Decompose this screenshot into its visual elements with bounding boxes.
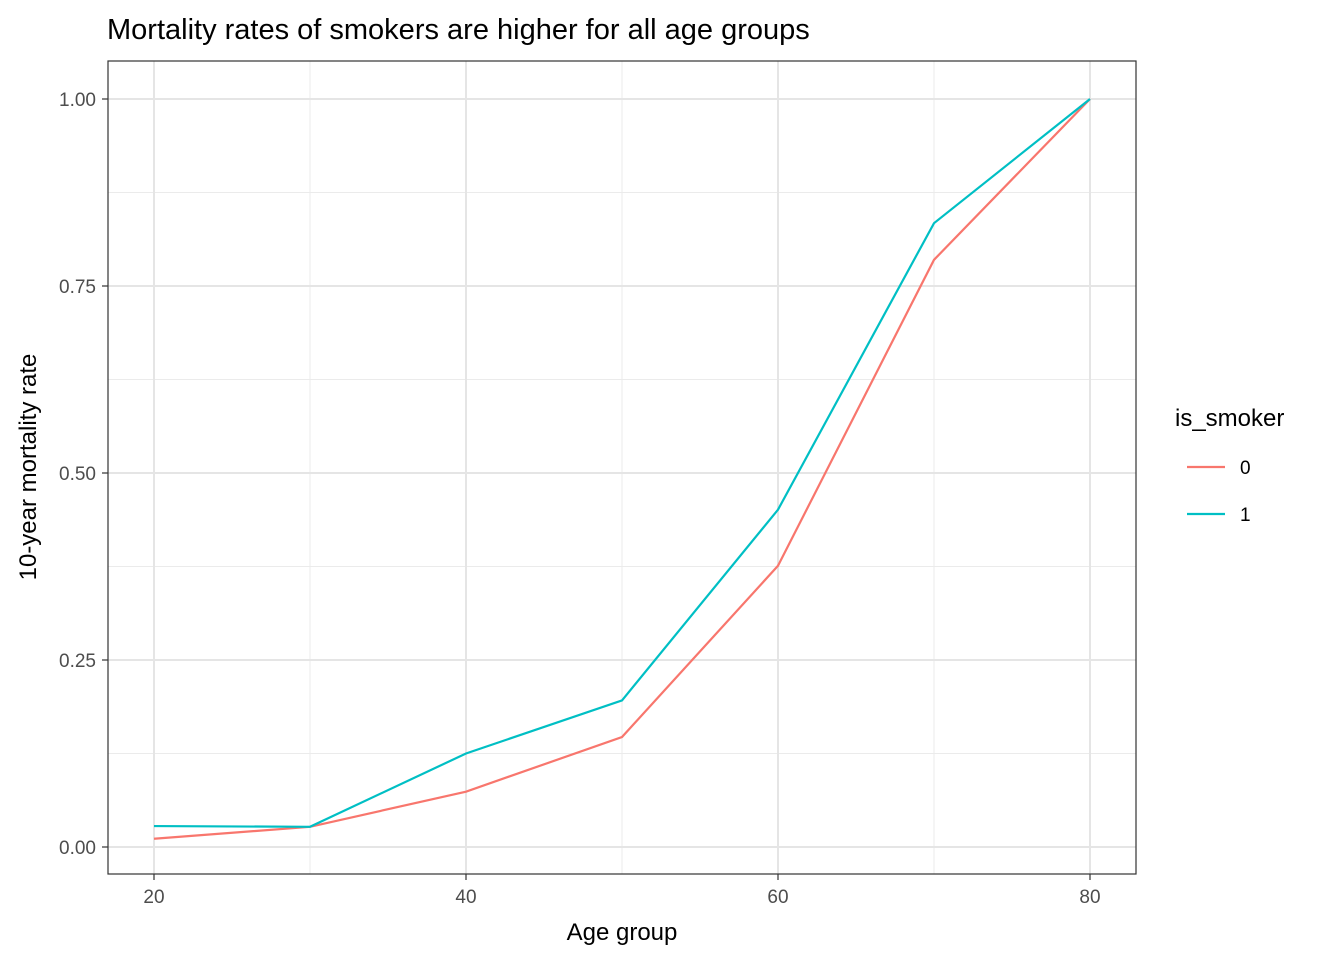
legend-label-1: 1 [1240,505,1251,526]
y-tick-label: 0.50 [59,464,96,485]
y-tick-label: 0.25 [59,651,96,672]
legend: is_smoker 0 1 [1175,405,1284,526]
y-tick-label: 0.00 [59,838,96,859]
axis-ticks: 20 40 60 80 0.00 0.25 0.50 0.75 1.00 [59,90,1101,908]
y-tick-label: 0.75 [59,277,96,298]
x-tick-label: 80 [1079,887,1100,908]
y-axis-label: 10-year mortality rate [15,354,42,581]
x-axis-label: Age group [567,919,678,946]
x-tick-label: 40 [455,887,476,908]
y-tick-label: 1.00 [59,90,96,111]
legend-label-0: 0 [1240,458,1251,479]
chart-title: Mortality rates of smokers are higher fo… [107,14,810,46]
grid [108,61,1136,874]
x-tick-label: 20 [143,887,164,908]
series-lines [153,98,1091,840]
x-tick-label: 60 [767,887,788,908]
plot-border [107,60,1137,875]
legend-title: is_smoker [1175,405,1284,432]
series-line-1 [153,98,1091,828]
